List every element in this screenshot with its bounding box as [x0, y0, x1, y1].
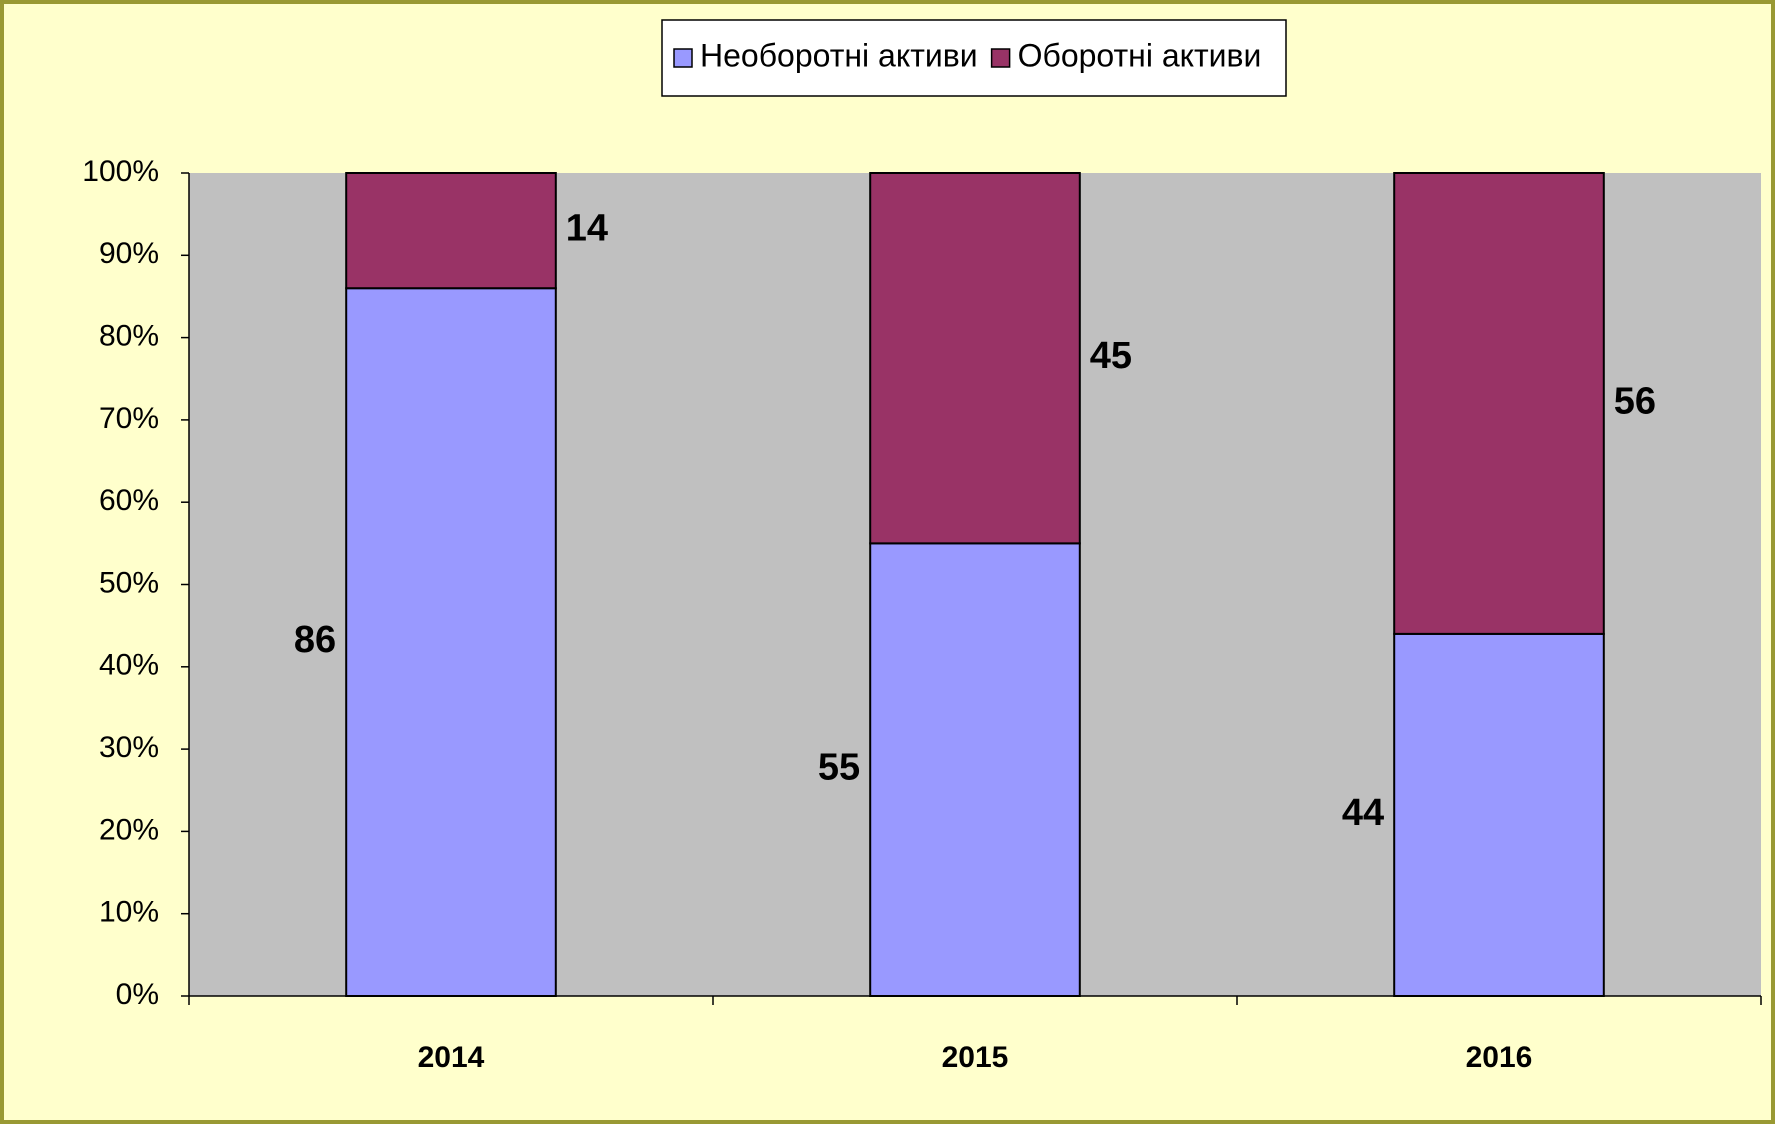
data-label: 56 [1614, 380, 1656, 422]
x-tick-label: 2014 [418, 1041, 485, 1074]
bar-segment [869, 542, 1081, 997]
data-label: 45 [1090, 335, 1132, 377]
legend-label: Оборотні активи [1018, 37, 1262, 73]
bar-segment [869, 172, 1081, 545]
y-tick-label: 60% [99, 484, 159, 517]
x-tick-label: 2015 [942, 1041, 1009, 1074]
y-tick-label: 80% [99, 320, 159, 353]
y-tick-label: 30% [99, 731, 159, 764]
legend-swatch [990, 48, 1011, 68]
data-label: 44 [1342, 792, 1384, 834]
legend-box [661, 19, 1287, 97]
data-label: 55 [818, 747, 860, 789]
legend-swatch [673, 48, 693, 68]
data-label: 86 [294, 619, 336, 661]
y-tick-label: 20% [99, 813, 159, 846]
bar-segment [1393, 172, 1605, 635]
y-tick-label: 90% [99, 237, 159, 270]
data-label: 14 [566, 208, 608, 250]
bar-segment [345, 172, 557, 290]
y-tick-label: 40% [99, 649, 159, 682]
bar-segment [345, 287, 557, 998]
y-tick-label: 0% [116, 978, 159, 1011]
bar-segment [1393, 632, 1605, 997]
x-tick-label: 2016 [1466, 1041, 1533, 1074]
y-tick-label: 50% [99, 566, 159, 599]
y-tick-label: 10% [99, 896, 159, 929]
legend-label: Необоротні активи [700, 37, 978, 73]
y-tick-label: 70% [99, 402, 159, 435]
y-tick-label: 100% [82, 155, 159, 188]
